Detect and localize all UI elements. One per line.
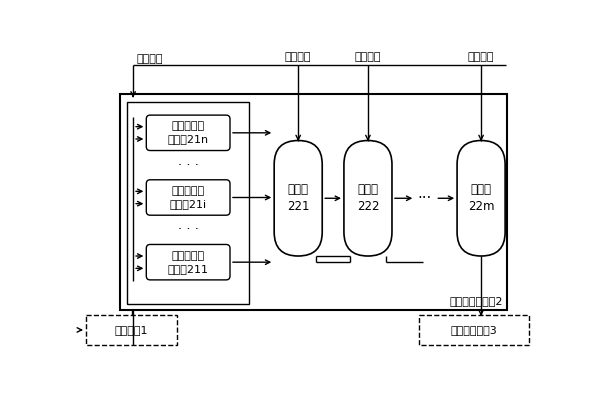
Bar [120, 94, 508, 310]
FancyBboxPatch shape [146, 115, 230, 150]
Bar [419, 314, 529, 345]
Text: 旋转热水解
反应器211: 旋转热水解 反应器211 [167, 251, 209, 274]
Text: 闪蒸蒸汽: 闪蒸蒸汽 [285, 52, 311, 62]
Text: 闪蒸罐
221: 闪蒸罐 221 [287, 183, 310, 213]
Bar [127, 102, 250, 304]
FancyBboxPatch shape [146, 180, 230, 215]
Text: 旋转热水解
反应器21i: 旋转热水解 反应器21i [170, 186, 207, 209]
Text: 预热单元1: 预热单元1 [115, 325, 148, 335]
Text: 闪蒸蒸汽: 闪蒸蒸汽 [468, 52, 494, 62]
Text: 旋转热水解单元2: 旋转热水解单元2 [449, 296, 503, 306]
Text: 旋转热水解
反应器21n: 旋转热水解 反应器21n [167, 121, 209, 144]
FancyBboxPatch shape [274, 140, 322, 256]
Text: 高压蒸汽: 高压蒸汽 [136, 53, 163, 63]
Text: 闪蒸罐
222: 闪蒸罐 222 [356, 183, 379, 213]
FancyBboxPatch shape [457, 140, 505, 256]
Bar [86, 314, 178, 345]
FancyBboxPatch shape [344, 140, 392, 256]
Text: 闪蒸罐
22m: 闪蒸罐 22m [468, 183, 494, 213]
Text: 闪蒸蒸汽: 闪蒸蒸汽 [355, 52, 381, 62]
Text: ···: ··· [418, 191, 431, 206]
Text: 混合发酵单元3: 混合发酵单元3 [451, 325, 497, 335]
Text: · · ·: · · · [178, 159, 199, 172]
Text: · · ·: · · · [178, 223, 199, 236]
FancyBboxPatch shape [146, 245, 230, 280]
